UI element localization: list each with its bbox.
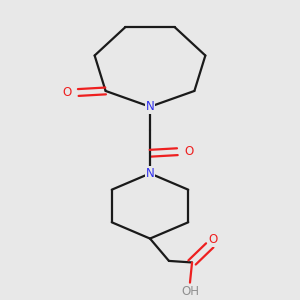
Text: N: N bbox=[146, 167, 154, 180]
Text: N: N bbox=[146, 100, 154, 113]
Text: O: O bbox=[184, 145, 193, 158]
Text: OH: OH bbox=[182, 285, 200, 298]
Text: O: O bbox=[62, 86, 71, 99]
Text: O: O bbox=[208, 233, 218, 246]
